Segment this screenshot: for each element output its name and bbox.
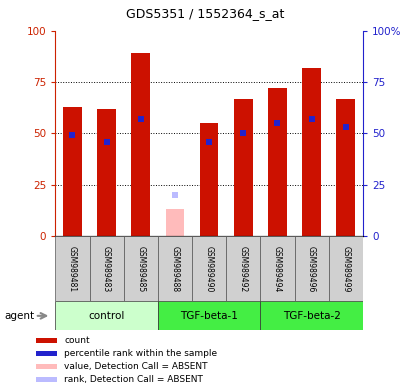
Text: GSM989494: GSM989494 [272,246,281,292]
Bar [36,376,56,382]
Bar [226,236,260,301]
Bar [97,109,116,236]
Bar [301,68,320,236]
Bar [260,236,294,301]
Bar [233,99,252,236]
Text: GSM989481: GSM989481 [68,246,77,292]
Bar [328,236,362,301]
Bar [63,107,82,236]
Text: agent: agent [4,311,34,321]
Bar [157,301,260,330]
Text: value, Detection Call = ABSENT: value, Detection Call = ABSENT [64,361,207,371]
Text: GSM989492: GSM989492 [238,246,247,292]
Text: GSM989496: GSM989496 [306,246,315,292]
Bar [165,209,184,236]
Text: GDS5351 / 1552364_s_at: GDS5351 / 1552364_s_at [126,7,283,20]
Text: count: count [64,336,90,344]
Bar [131,53,150,236]
Text: GSM989488: GSM989488 [170,246,179,292]
Bar [89,236,124,301]
Bar [199,123,218,236]
Bar [157,236,191,301]
Bar [36,364,56,369]
Bar [55,301,157,330]
Bar [335,99,354,236]
Bar [191,236,226,301]
Bar [267,88,286,236]
Text: rank, Detection Call = ABSENT: rank, Detection Call = ABSENT [64,374,202,384]
Text: percentile rank within the sample: percentile rank within the sample [64,349,217,358]
Text: TGF-beta-2: TGF-beta-2 [282,311,340,321]
Text: GSM989485: GSM989485 [136,246,145,292]
Text: GSM989490: GSM989490 [204,246,213,292]
Bar [260,301,362,330]
Bar [294,236,328,301]
Bar [36,351,56,356]
Bar [124,236,157,301]
Bar [36,338,56,343]
Text: GSM989483: GSM989483 [102,246,111,292]
Text: GSM989499: GSM989499 [340,246,349,292]
Text: TGF-beta-1: TGF-beta-1 [180,311,238,321]
Bar [55,236,89,301]
Text: control: control [88,311,124,321]
